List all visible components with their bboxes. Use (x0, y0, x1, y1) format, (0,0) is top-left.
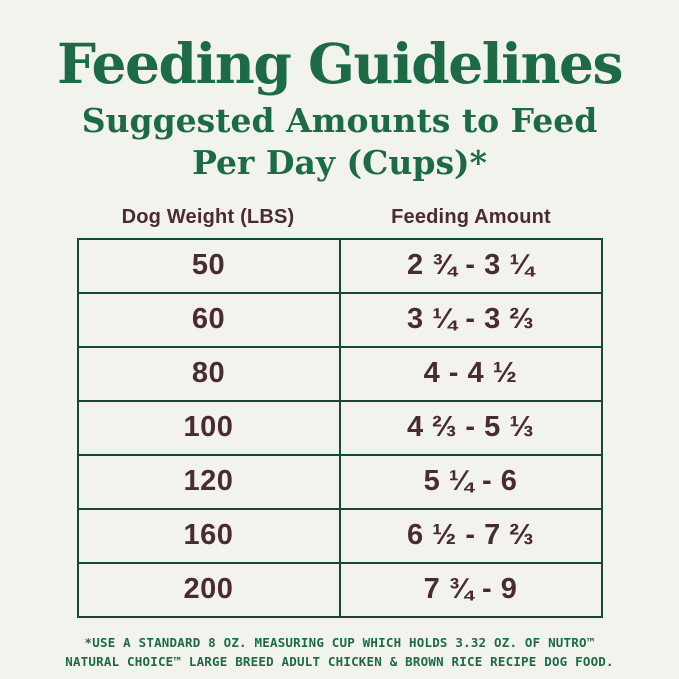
table-row: 100 4 ⅔ - 5 ⅓ (76, 399, 603, 456)
table-row: 50 2 ¾ - 3 ¼ (76, 237, 603, 294)
footnote-line-2: NATURAL CHOICE™ LARGE BREED ADULT CHICKE… (65, 654, 614, 670)
dog-weight-cell: 80 (76, 345, 341, 402)
subtitle-line-2: Per Day (Cups)* (192, 143, 487, 183)
footnote-line-1: *USE A STANDARD 8 OZ. MEASURING CUP WHIC… (84, 634, 595, 650)
feeding-amount-cell: 3 ¼ - 3 ⅔ (338, 291, 603, 348)
table-column-headers: Dog Weight (LBS) Feeding Amount (77, 206, 603, 229)
dog-weight-cell: 50 (76, 237, 341, 294)
dog-weight-cell: 100 (76, 399, 341, 456)
page-subtitle: Suggested Amounts to Feed Per Day (Cups)… (0, 95, 679, 184)
feeding-table: 50 2 ¾ - 3 ¼ 60 3 ¼ - 3 ⅔ 80 4 - 4 ½ 100… (76, 237, 603, 618)
feeding-amount-cell: 6 ½ - 7 ⅔ (338, 507, 603, 564)
footnote: *USE A STANDARD 8 OZ. MEASURING CUP WHIC… (0, 633, 679, 672)
feeding-table-section: Dog Weight (LBS) Feeding Amount 50 2 ¾ -… (76, 206, 603, 618)
dog-weight-cell: 160 (76, 507, 341, 564)
feeding-amount-cell: 5 ¼ - 6 (338, 453, 603, 510)
table-row: 80 4 - 4 ½ (76, 345, 603, 402)
table-row: 120 5 ¼ - 6 (76, 453, 603, 510)
dog-weight-cell: 60 (76, 291, 341, 348)
table-row: 200 7 ¾ - 9 (76, 561, 603, 618)
feeding-amount-cell: 7 ¾ - 9 (338, 561, 603, 618)
subtitle-line-1: Suggested Amounts to Feed (81, 101, 598, 141)
dog-weight-cell: 120 (76, 453, 341, 510)
feeding-amount-cell: 4 - 4 ½ (338, 345, 603, 402)
table-row: 160 6 ½ - 7 ⅔ (76, 507, 603, 564)
page-title: Feeding Guidelines (56, 31, 624, 96)
column-header-feeding-amount: Feeding Amount (391, 205, 551, 228)
feeding-amount-cell: 2 ¾ - 3 ¼ (338, 237, 603, 294)
dog-weight-cell: 200 (76, 561, 341, 618)
column-header-dog-weight: Dog Weight (LBS) (121, 205, 295, 228)
table-row: 60 3 ¼ - 3 ⅔ (76, 291, 603, 348)
feeding-amount-cell: 4 ⅔ - 5 ⅓ (338, 399, 603, 456)
